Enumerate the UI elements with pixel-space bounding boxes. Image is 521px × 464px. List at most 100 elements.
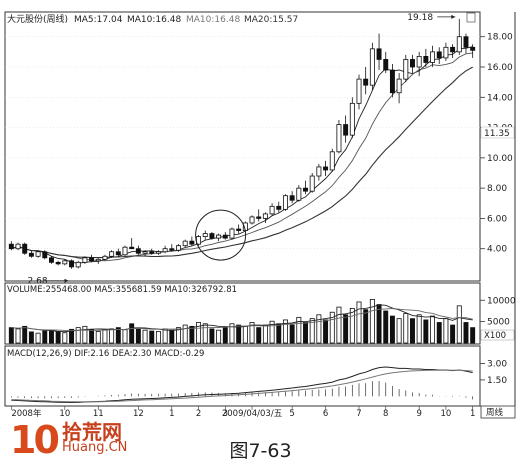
volume-bar — [35, 332, 41, 344]
candle-body — [430, 51, 436, 63]
price-panel-frame — [4, 11, 481, 282]
volume-bar — [356, 301, 362, 344]
candle-body — [35, 251, 41, 257]
volume-bar — [363, 309, 369, 344]
macd-title: MACD(12,26,9) DIF:2.16 DEA:2.30 MACD:-0.… — [7, 349, 204, 359]
price-tick-label: 14.00 — [487, 93, 513, 103]
candle-body — [329, 151, 335, 171]
volume-bar — [8, 327, 14, 344]
time-tick-label: 3 — [223, 409, 228, 419]
candle-body — [289, 195, 295, 201]
candle-body — [135, 248, 141, 254]
volume-bar — [303, 322, 308, 344]
volume-unit-box — [480, 329, 515, 341]
candle-body — [75, 261, 81, 268]
volume-bar — [450, 324, 456, 344]
volume-bar — [376, 304, 382, 344]
candle-body — [8, 243, 14, 250]
candle-body — [296, 187, 302, 201]
current-price-label: 11.35 — [484, 129, 510, 139]
time-tick-label: 12 — [133, 409, 144, 419]
axis-labels: 18.0016.0014.0012.0010.008.006.004.00100… — [11, 33, 516, 419]
candle-body — [316, 166, 322, 177]
time-tick-label: 1 — [169, 409, 174, 419]
volume-bar — [15, 328, 21, 344]
volume-bar — [423, 319, 429, 344]
candle-body — [229, 228, 235, 239]
price-tick-label: 18.00 — [487, 33, 513, 43]
volume-bar — [62, 332, 68, 344]
price-tick-label: 4.00 — [487, 245, 507, 255]
volume-bar — [269, 320, 275, 344]
volume-bar — [109, 328, 115, 344]
candle-body — [162, 248, 168, 253]
candle-body — [95, 258, 101, 262]
candle-body — [216, 234, 222, 239]
period-label: 周线 — [486, 407, 504, 418]
candle-body — [249, 216, 255, 224]
time-tick-label: 2008年 — [11, 408, 42, 419]
time-tick-label: 10 — [441, 409, 452, 419]
candle-body — [115, 251, 121, 256]
candle-body — [69, 260, 74, 268]
time-tick-label: 11 — [93, 409, 104, 419]
candle-body — [269, 205, 275, 215]
candle-body — [236, 228, 242, 231]
candle-body — [349, 102, 355, 136]
candle-body — [129, 246, 135, 250]
time-tick-label: 1 — [470, 409, 475, 419]
price-tick-label: 10.00 — [487, 154, 513, 164]
volume-bar — [89, 329, 95, 344]
volume-bar — [242, 325, 248, 344]
volume-bar — [236, 324, 242, 344]
candle-body — [122, 246, 128, 256]
macd-panel-frame — [4, 345, 481, 407]
candle-body — [369, 48, 375, 86]
ma20-label: MA20:15.57 — [244, 15, 298, 25]
volume-bar — [176, 327, 181, 344]
volume-bar — [182, 324, 188, 344]
volume-bar — [28, 331, 34, 344]
volume-bar — [122, 329, 128, 344]
volume-moving-averages — [11, 304, 473, 333]
volume-bar — [282, 319, 288, 344]
ma5-line — [11, 46, 473, 264]
candle-body — [410, 59, 415, 68]
volume-bar — [222, 327, 228, 344]
volume-ma10-line — [11, 308, 473, 331]
volume-bar — [470, 327, 476, 344]
watermark-en: Huang.CN — [62, 440, 128, 455]
candle-body — [22, 243, 28, 254]
candle-body — [15, 243, 21, 250]
volume-bar — [209, 328, 215, 344]
candle-body — [450, 46, 456, 53]
panel-toggle-icon[interactable] — [466, 12, 476, 23]
candle-body — [396, 78, 402, 94]
candle-body — [28, 252, 34, 257]
volume-bar — [463, 322, 469, 344]
price-grid — [5, 36, 480, 249]
candle-body — [169, 248, 175, 251]
candle-body — [182, 240, 188, 247]
current-price-tag — [480, 126, 515, 139]
volume-bar — [129, 323, 135, 344]
time-tick-label: 8 — [383, 409, 388, 419]
volume-bar — [383, 310, 389, 344]
candle-body — [202, 233, 208, 237]
volume-bar — [276, 323, 282, 344]
volume-bar — [216, 329, 222, 344]
volume-bar — [396, 318, 402, 344]
macd-tick-label: 3.00 — [487, 359, 507, 369]
candlestick-series — [8, 18, 476, 269]
candle-body — [343, 124, 349, 136]
volume-tick-label: 10000 — [487, 296, 516, 306]
candle-body — [436, 51, 442, 59]
price-tick-label: 16.00 — [487, 63, 513, 73]
candle-body — [456, 36, 462, 53]
price-annotations: 2.68 19.18 — [28, 13, 456, 287]
watermark-cn: 拾荒网 — [62, 420, 122, 444]
candle-body — [48, 257, 54, 263]
candle-body — [383, 59, 389, 71]
candle-body — [376, 48, 382, 60]
